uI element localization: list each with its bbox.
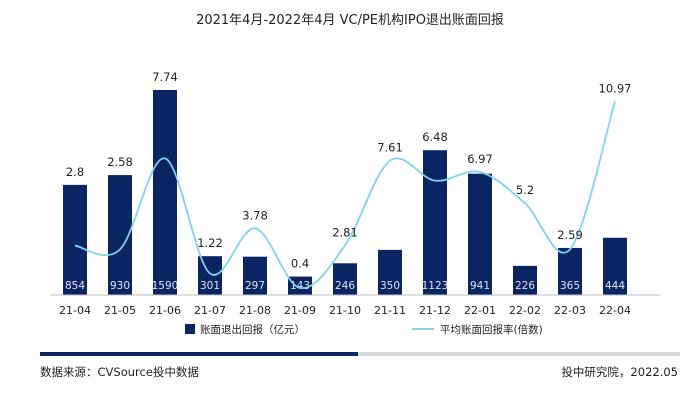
- line-value-label: 2.59: [557, 228, 583, 242]
- bar-21-07: [198, 256, 222, 295]
- bar-value-label: 941: [470, 280, 490, 292]
- bar-value-label: 1590: [152, 280, 179, 292]
- bar-value-label: 1123: [422, 280, 449, 292]
- x-tick-label: 21-10: [329, 304, 361, 317]
- bar-value-label: 297: [245, 280, 265, 292]
- bar-21-11: [378, 249, 402, 295]
- bar-21-12: [423, 150, 447, 295]
- x-tick-label: 22-03: [554, 304, 586, 317]
- chart-title: 2021年4月-2022年4月 VC/PE机构IPO退出账面回报: [196, 13, 504, 28]
- line-value-label: 5.2: [516, 183, 534, 197]
- data-source: 数据来源：CVSource投中数据: [40, 365, 199, 379]
- x-tick-label: 21-09: [284, 304, 316, 317]
- chart-svg: 854 930 1590 301 297 143 246 350 1123 941 226 365 44…: [50, 70, 660, 336]
- bar-value-label: 365: [560, 280, 580, 292]
- bar-value-label: 143: [290, 280, 310, 292]
- line-value-label: 2.81: [332, 225, 358, 239]
- bar-21-04: [63, 184, 87, 295]
- line-value-label: 7.61: [377, 141, 403, 155]
- line-value-label: 10.97: [599, 81, 632, 95]
- line-value-label: 0.4: [291, 257, 309, 271]
- x-tick-label: 22-04: [599, 304, 631, 317]
- bar-22-03: [558, 247, 582, 295]
- bar-22-04: [603, 237, 627, 295]
- bar-21-09: [288, 276, 312, 295]
- bar-value-label: 930: [110, 280, 130, 292]
- line-value-label: 1.22: [197, 236, 223, 250]
- x-tick-label: 21-07: [194, 304, 226, 317]
- line-value-label: 2.8: [66, 165, 84, 179]
- line-value-label: 6.48: [422, 130, 448, 144]
- bar-21-06: [153, 90, 177, 295]
- bar-21-10: [333, 263, 357, 295]
- credit-text: 投中研究院，2022.05: [561, 365, 678, 379]
- x-tick-label: 21-11: [374, 304, 406, 317]
- x-tick-label: 21-04: [59, 304, 91, 317]
- bar-value-label: 246: [335, 280, 355, 292]
- bar-value-label: 350: [380, 280, 400, 292]
- line-value-label: 2.58: [107, 155, 133, 169]
- x-tick-label: 21-05: [104, 304, 136, 317]
- legend-label-bar: 账面退出回报（亿元）: [200, 323, 305, 336]
- line-value-label: 3.78: [242, 208, 268, 222]
- bar-value-label: 444: [605, 280, 625, 292]
- legend-swatch-bar: [185, 324, 195, 334]
- line-value-label: 7.74: [152, 70, 178, 84]
- bar-22-02: [513, 265, 537, 295]
- x-tick-label: 22-01: [464, 304, 496, 317]
- footer-divider-accent: [40, 352, 358, 356]
- x-tick-label: 21-08: [239, 304, 271, 317]
- x-tick-label: 22-02: [509, 304, 541, 317]
- bar-value-label: 301: [200, 280, 220, 292]
- x-tick-label: 21-12: [419, 304, 451, 317]
- bar-21-08: [243, 256, 267, 295]
- bar-value-label: 226: [515, 280, 535, 292]
- line-series-return-multiple: [74, 101, 616, 289]
- bar-22-01: [468, 173, 492, 295]
- legend-label-line: 平均账面回报率(倍数): [440, 323, 543, 336]
- footer-divider: [40, 352, 680, 356]
- x-tick-label: 21-06: [149, 304, 181, 317]
- bar-value-label: 854: [65, 280, 85, 292]
- line-value-label: 6.97: [467, 152, 493, 166]
